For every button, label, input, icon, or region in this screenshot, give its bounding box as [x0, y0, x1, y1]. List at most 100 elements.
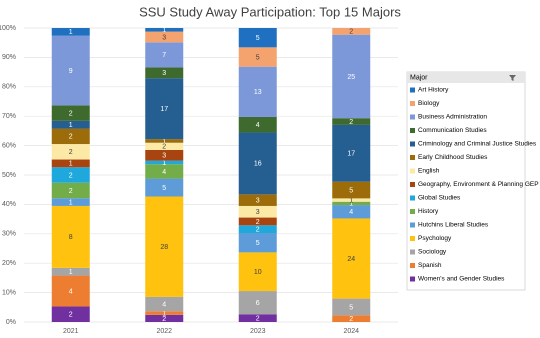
data-label: 1	[69, 29, 73, 36]
legend-swatch	[410, 263, 415, 268]
data-label: 3	[162, 153, 166, 160]
legend-swatch	[410, 155, 415, 160]
legend-swatch	[410, 236, 415, 241]
legend-label: Biology	[418, 100, 440, 107]
bar-segment	[332, 201, 371, 206]
y-tick-label: 90%	[2, 54, 16, 61]
legend-label: Spanish	[418, 262, 442, 269]
data-label: 1	[162, 27, 166, 34]
legend-swatch	[410, 209, 415, 214]
y-tick-label: 60%	[2, 142, 16, 149]
bar-segment	[51, 159, 90, 168]
legend-header	[407, 72, 525, 83]
bar-segment	[238, 132, 277, 195]
x-tick-label: 2024	[343, 328, 359, 335]
bar-segment	[238, 47, 277, 67]
data-label: 5	[256, 35, 260, 42]
legend-swatch	[410, 128, 415, 133]
legend-title: Major	[410, 74, 428, 81]
data-label: 3	[256, 197, 260, 204]
legend-label: Women's and Gender Studies	[418, 276, 505, 283]
bar-segment	[145, 142, 184, 150]
y-tick-label: 100%	[0, 25, 16, 32]
bar-segment	[51, 306, 90, 322]
bar-segment	[51, 105, 90, 121]
data-label: 2	[69, 134, 73, 141]
data-label: 1	[162, 310, 166, 317]
data-label: 9	[69, 68, 73, 75]
legend-label: Criminology and Criminal Justice Studies	[418, 141, 537, 148]
data-label: 10	[254, 269, 262, 276]
bar-segment	[51, 167, 90, 183]
legend-swatch	[410, 182, 415, 187]
data-label: 2	[162, 144, 166, 151]
bar-segment	[145, 42, 184, 68]
data-label: 4	[162, 169, 166, 176]
legend-label: Art History	[418, 87, 449, 94]
bar-segment	[145, 31, 184, 43]
data-label: 8	[69, 234, 73, 241]
filter-icon[interactable]	[509, 75, 516, 81]
bar-segment	[332, 28, 371, 35]
bar-segment	[145, 160, 184, 165]
bar-segment	[238, 205, 277, 218]
data-label: 5	[256, 240, 260, 247]
data-label: 3	[162, 34, 166, 41]
bar-segment	[332, 181, 371, 199]
bar-segment	[51, 198, 90, 206]
data-label: 4	[162, 301, 166, 308]
bar-segment	[145, 28, 184, 32]
legend-label: Sociology	[418, 249, 447, 256]
data-label: 2	[256, 315, 260, 322]
legend-label: Early Childhood Studies	[418, 154, 488, 161]
data-label: 2	[69, 312, 73, 319]
legend-swatch	[410, 249, 415, 255]
bar-segment	[238, 314, 277, 322]
data-label: 1	[349, 197, 353, 204]
bar-segment	[51, 128, 90, 145]
data-label: 24	[347, 256, 355, 263]
data-label: 17	[160, 106, 168, 113]
bar-segment	[145, 196, 184, 297]
data-label: 3	[256, 209, 260, 216]
bar-segment	[145, 78, 184, 140]
bar-segment	[238, 291, 277, 315]
legend-label: English	[418, 168, 440, 175]
legend-swatch	[410, 195, 415, 201]
data-label: 1	[69, 161, 73, 168]
legend-label: Business Administration	[418, 114, 487, 121]
legend-swatch	[410, 101, 415, 106]
data-label: 2	[256, 219, 260, 226]
bar-segment	[51, 120, 90, 129]
x-tick-label: 2022	[156, 328, 172, 335]
bar-segment	[145, 178, 184, 197]
y-tick-label: 10%	[2, 289, 16, 296]
bar-segment	[51, 205, 90, 268]
data-label: 17	[347, 151, 355, 158]
y-tick-label: 70%	[2, 113, 16, 120]
bar-segment	[332, 198, 371, 202]
y-tick-label: 50%	[2, 172, 16, 179]
data-label: 1	[69, 122, 73, 129]
y-tick-label: 20%	[2, 260, 16, 267]
bar-segment	[145, 164, 184, 179]
data-label: 2	[162, 316, 166, 323]
legend-label: Geography, Environment & Planning GEP	[418, 181, 539, 188]
bar-segment	[238, 116, 277, 133]
bar-segment	[238, 252, 277, 292]
data-label: 2	[69, 110, 73, 117]
y-tick-label: 80%	[2, 84, 16, 91]
data-label: 28	[160, 244, 168, 251]
data-label: 1	[162, 160, 166, 167]
bar-segment	[332, 124, 371, 182]
data-label: 5	[256, 54, 260, 61]
legend-swatch	[410, 276, 415, 282]
bar-segment	[332, 298, 371, 316]
bar-segment	[51, 35, 90, 106]
data-label: 4	[256, 122, 260, 129]
bar-segment	[51, 182, 90, 199]
data-label: 5	[162, 185, 166, 192]
data-label: 6	[256, 300, 260, 307]
bar-segment	[145, 296, 184, 312]
